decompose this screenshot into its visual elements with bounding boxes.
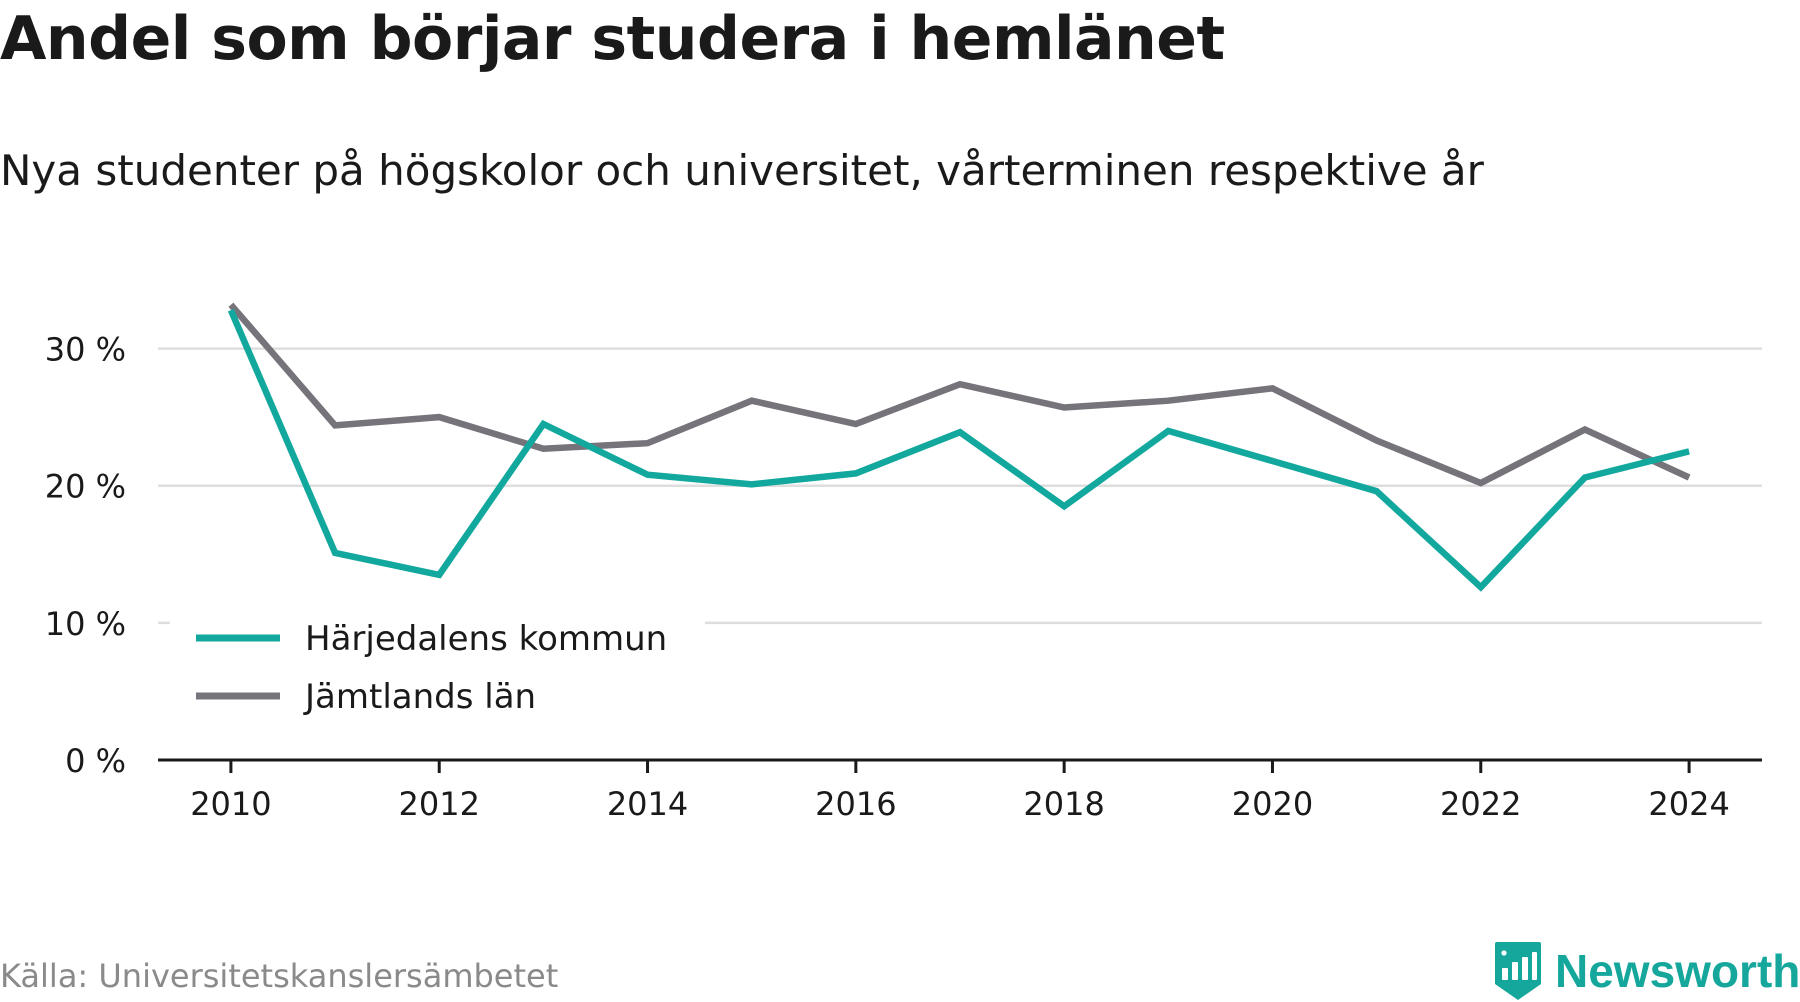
x-tick-label: 2014 [607, 785, 688, 823]
legend-label: Jämtlands län [303, 677, 536, 717]
y-tick-label: 20 % [45, 468, 126, 506]
x-tick-label: 2020 [1232, 785, 1313, 823]
x-tick-label: 2016 [815, 785, 896, 823]
y-tick-label: 0 % [65, 742, 126, 780]
series-line-harjedalen [227, 308, 1690, 592]
series-lines [227, 302, 1691, 592]
legend-label: Härjedalens kommun [305, 619, 667, 659]
chart-subtitle: Nya studenter på högskolor och universit… [0, 146, 1484, 195]
x-tick-label: 2022 [1440, 785, 1521, 823]
x-tick-label: 2018 [1023, 785, 1104, 823]
newsworthy-logo-icon [1495, 942, 1541, 1000]
legend-background [170, 600, 705, 730]
legend: Härjedalens kommun Jämtlands län [170, 600, 705, 730]
brand-logo: Newsworthy [1493, 940, 1800, 1002]
x-tick-label: 2024 [1648, 785, 1729, 823]
brand-name: Newsworthy [1555, 945, 1800, 997]
y-tick-labels: 0 % 10 % 20 % 30 % [45, 331, 126, 780]
x-axis: 2010 2012 2014 2016 2018 2020 2022 2024 [158, 758, 1762, 823]
y-tick-label: 30 % [45, 331, 126, 369]
source-note: Källa: Universitetskanslersämbetet [0, 957, 559, 995]
series-line-jamtland [228, 302, 1691, 487]
x-tick-label: 2012 [399, 785, 480, 823]
y-tick-label: 10 % [45, 605, 126, 643]
x-tick-label: 2010 [190, 785, 271, 823]
chart-title: Andel som börjar studera i hemlänet [0, 4, 1225, 74]
grid-lines [158, 347, 1762, 625]
